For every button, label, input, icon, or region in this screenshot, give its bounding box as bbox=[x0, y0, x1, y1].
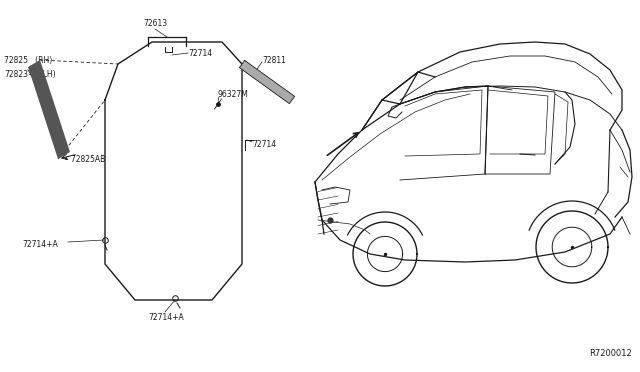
Text: • 72825AB: • 72825AB bbox=[64, 154, 105, 164]
Text: 72825   (RH): 72825 (RH) bbox=[4, 55, 52, 64]
Text: 72714+A: 72714+A bbox=[22, 240, 58, 248]
Text: 72823+A(LH): 72823+A(LH) bbox=[4, 70, 56, 78]
Text: 72714: 72714 bbox=[252, 140, 276, 148]
Text: 72613: 72613 bbox=[143, 19, 167, 28]
Text: 72714: 72714 bbox=[188, 48, 212, 58]
Polygon shape bbox=[239, 60, 294, 104]
Text: R7200012: R7200012 bbox=[589, 350, 632, 359]
Text: 96327M: 96327M bbox=[218, 90, 249, 99]
Text: 72714+A: 72714+A bbox=[148, 312, 184, 321]
Text: 72811: 72811 bbox=[262, 55, 286, 64]
Polygon shape bbox=[28, 60, 70, 159]
